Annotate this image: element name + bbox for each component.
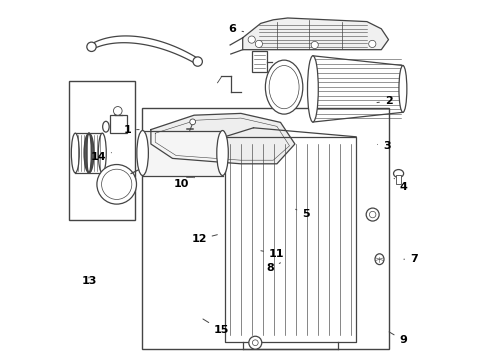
Text: 15: 15	[203, 319, 229, 336]
Ellipse shape	[374, 254, 383, 265]
Text: 4: 4	[393, 178, 407, 192]
Text: 1: 1	[123, 125, 139, 135]
Circle shape	[368, 40, 375, 48]
Text: 14: 14	[90, 152, 111, 162]
Ellipse shape	[268, 66, 299, 109]
Circle shape	[189, 119, 195, 125]
Ellipse shape	[71, 133, 79, 173]
Circle shape	[368, 211, 375, 218]
Ellipse shape	[265, 60, 302, 114]
Text: 8: 8	[266, 263, 280, 273]
Ellipse shape	[137, 131, 148, 176]
Circle shape	[252, 340, 258, 346]
Text: 12: 12	[191, 234, 217, 244]
Ellipse shape	[216, 131, 228, 176]
Polygon shape	[151, 113, 294, 164]
Circle shape	[255, 40, 262, 48]
Circle shape	[97, 165, 136, 204]
Bar	[69, 81, 135, 220]
Text: 2: 2	[376, 96, 392, 106]
Ellipse shape	[307, 56, 318, 122]
Text: 5: 5	[295, 209, 309, 219]
Text: 6: 6	[228, 24, 243, 34]
Bar	[109, 115, 126, 133]
Bar	[142, 131, 222, 176]
Circle shape	[102, 169, 132, 199]
Circle shape	[366, 208, 378, 221]
Ellipse shape	[398, 66, 406, 112]
Text: 7: 7	[403, 254, 417, 264]
Ellipse shape	[98, 133, 106, 173]
Ellipse shape	[102, 121, 109, 132]
Text: 3: 3	[377, 141, 390, 151]
Ellipse shape	[393, 170, 403, 177]
Text: 10: 10	[173, 177, 194, 189]
Text: 13: 13	[81, 276, 97, 286]
Bar	[252, 51, 266, 72]
Text: 9: 9	[388, 332, 407, 345]
Circle shape	[87, 42, 96, 51]
Circle shape	[247, 36, 255, 43]
Text: 11: 11	[261, 249, 284, 259]
Circle shape	[113, 107, 122, 115]
Bar	[142, 108, 387, 349]
Circle shape	[193, 57, 202, 66]
Polygon shape	[242, 18, 387, 50]
Circle shape	[310, 41, 318, 49]
Bar	[395, 175, 401, 184]
Circle shape	[248, 336, 261, 349]
